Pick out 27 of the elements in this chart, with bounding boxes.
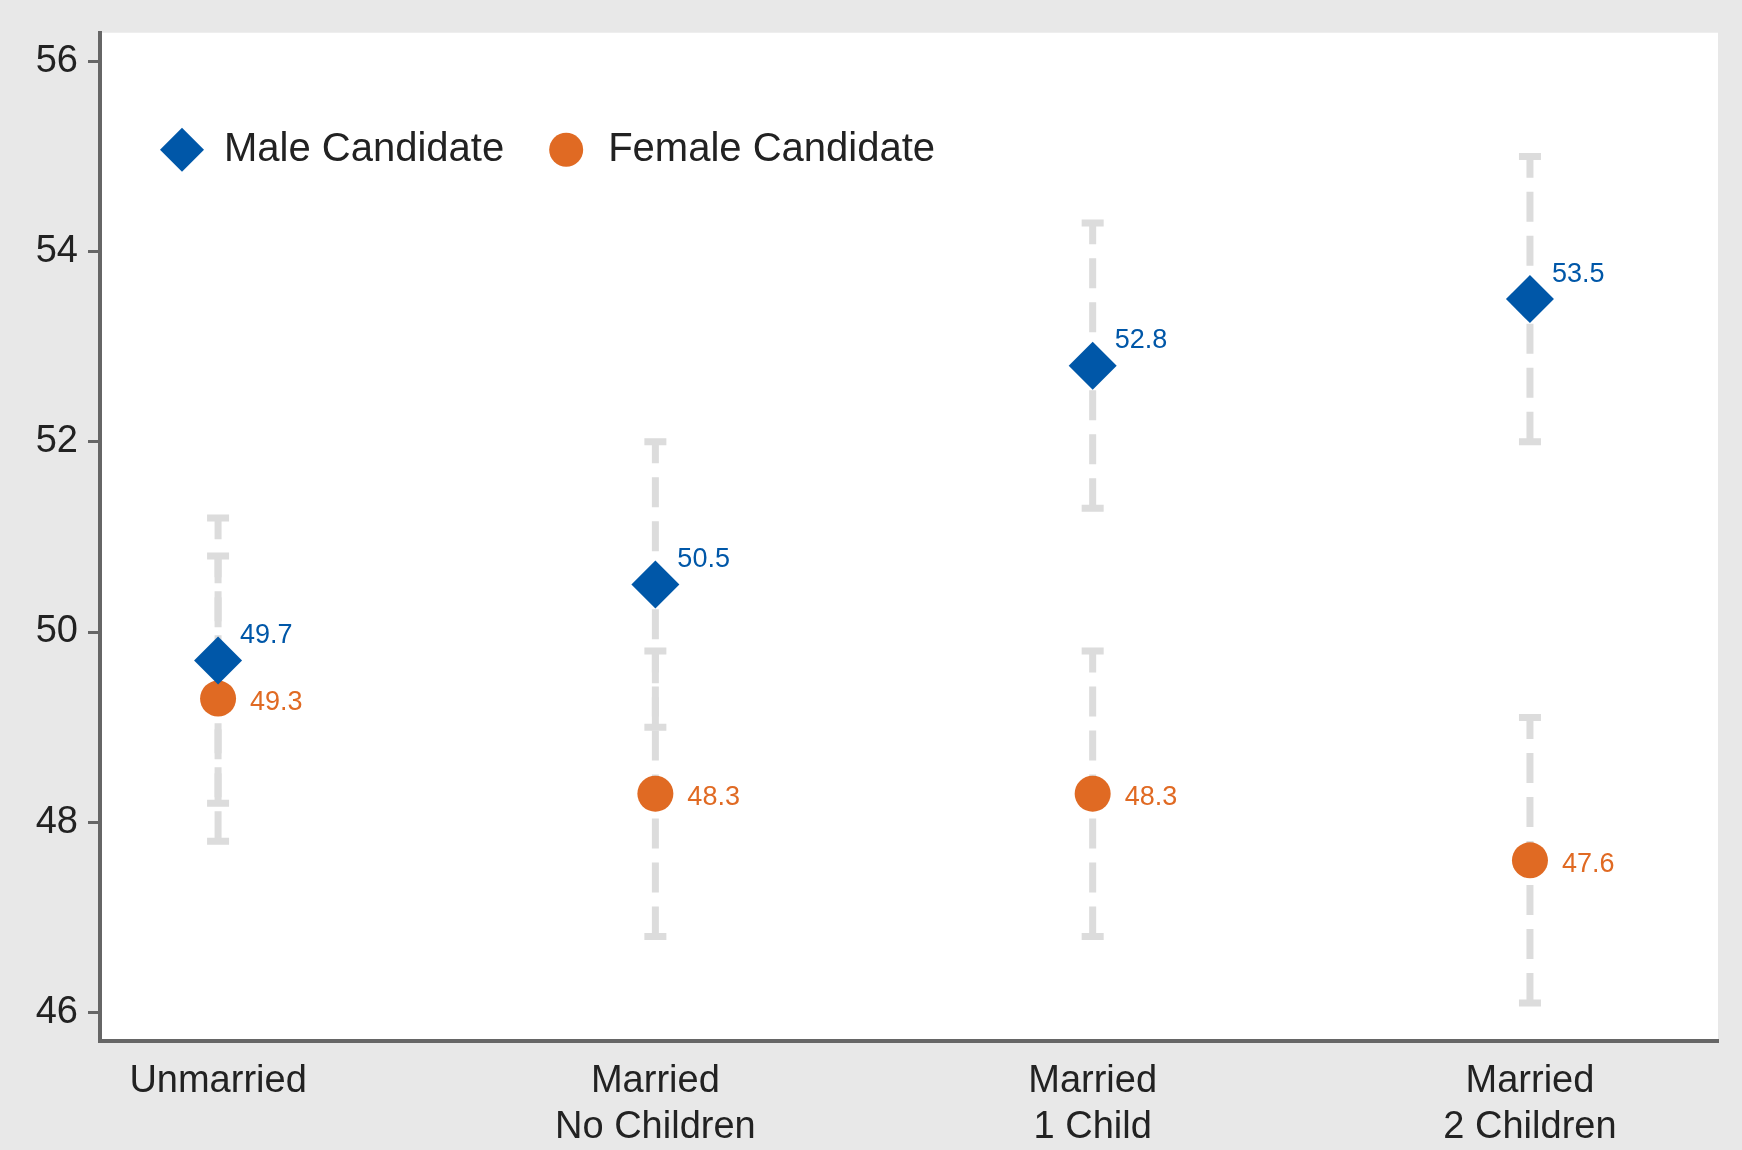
y-tick-label: 50 <box>35 608 78 651</box>
y-tick-label: 54 <box>35 228 78 271</box>
x-tick-label: Married 2 Children <box>1443 1058 1617 1146</box>
legend-label: Male Candidate <box>224 124 505 169</box>
x-tick-label: Married No Children <box>555 1058 756 1146</box>
y-tick-label: 48 <box>35 798 78 841</box>
point <box>1505 275 1554 324</box>
data-label: 47.6 <box>1561 847 1615 878</box>
y-tick-label: 46 <box>35 988 78 1031</box>
data-label: 48.3 <box>1124 781 1178 812</box>
data-label: 52.8 <box>1114 324 1168 355</box>
y-tick-label: 56 <box>35 37 78 80</box>
point <box>631 560 680 609</box>
point <box>1068 341 1117 390</box>
data-label: 53.5 <box>1551 257 1605 288</box>
point <box>1511 842 1548 879</box>
y-tick-label: 52 <box>35 418 78 461</box>
point <box>200 680 237 717</box>
legend-label: Female Candidate <box>608 124 936 169</box>
data-label: 49.7 <box>240 619 293 649</box>
data-label: 48.3 <box>687 781 740 812</box>
data-label: 50.5 <box>677 542 730 573</box>
x-tick-label: Married 1 Child <box>1028 1058 1158 1146</box>
x-tick-label: Unmarried <box>129 1058 307 1101</box>
point <box>637 775 674 812</box>
data-label: 49.3 <box>250 686 303 717</box>
point <box>1074 775 1111 812</box>
